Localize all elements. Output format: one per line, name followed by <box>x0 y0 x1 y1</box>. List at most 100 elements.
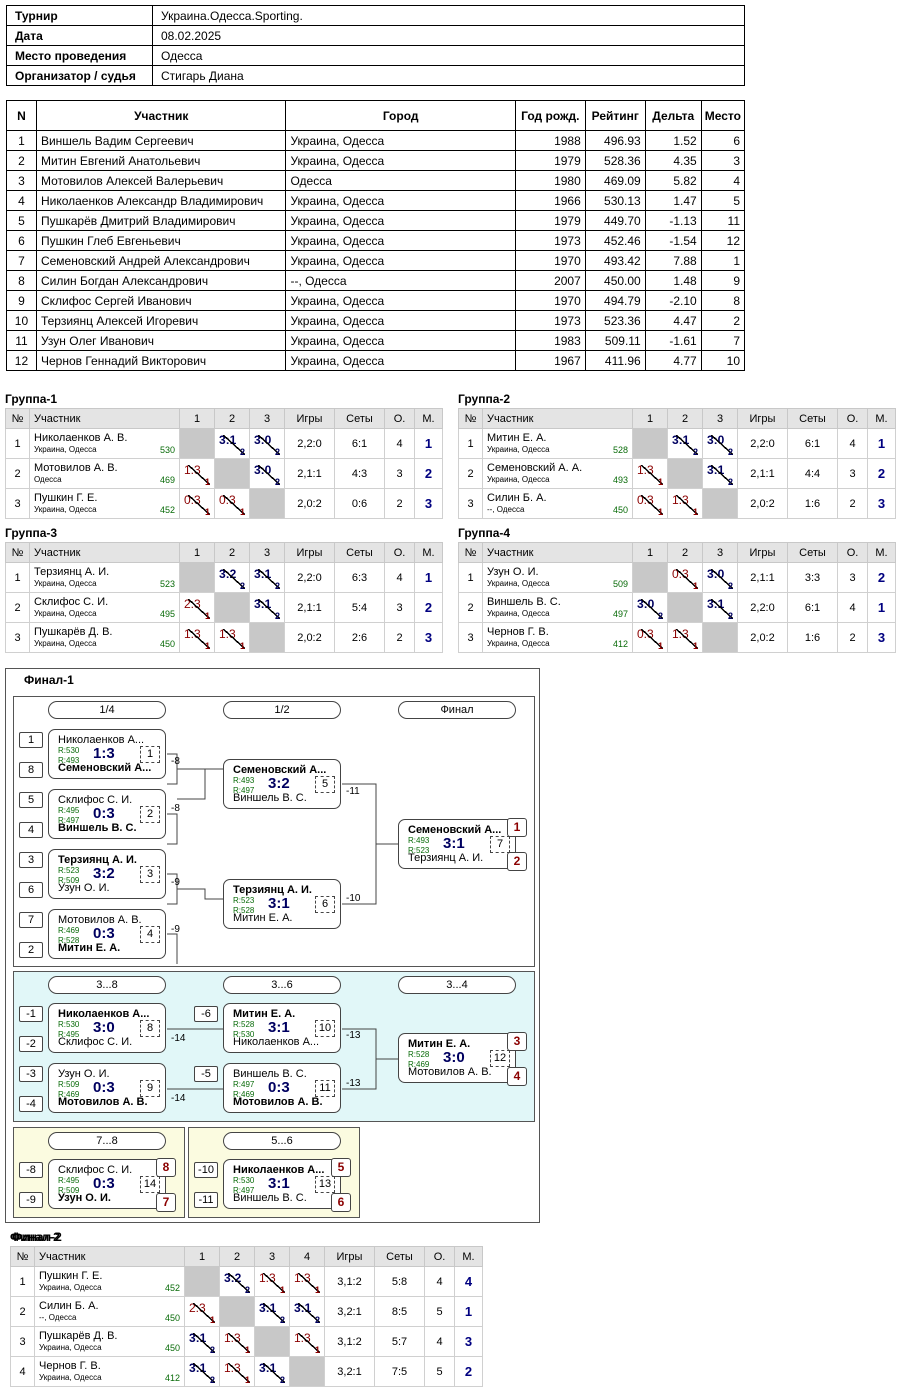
group-row: 3 Пушкин Г. Е.Украина, Одесса 452 0:310:31 2… <box>5 488 443 519</box>
match-bottom-player: Семеновский А... <box>58 762 152 774</box>
info-value: 08.02.2025 <box>152 25 745 46</box>
bracket-match[interactable]: Николаенков А... R:530 R:495 3:0 8 Склифос С.… <box>48 1003 166 1053</box>
participant-row: 12 Чернов Геннадий Викторович Украина, Оде… <box>6 350 746 371</box>
participant-name: Силин Богдан Александрович <box>35 270 287 291</box>
group-participant: Пушкарёв Д. В. Украина, Одесса 450 <box>29 622 180 653</box>
bracket-match[interactable]: Николаенков А... R:530 R:493 1:3 1 Семеновски… <box>48 729 166 779</box>
group-header-row: № Участник 1 2 3 Игры Сеты О. М. <box>5 542 443 563</box>
group-games: 2,2:0 <box>737 592 788 623</box>
bracket-match[interactable]: Семеновский А... R:493 R:497 3:2 5 Виншель В.… <box>223 759 341 809</box>
group-games: 2,0:2 <box>737 622 788 653</box>
match-bottom-player: Николаенков А... <box>233 1036 320 1048</box>
col-header-n: N <box>6 100 37 131</box>
bracket-match[interactable]: Склифос С. И. R:495 R:497 0:3 2 Виншель В. С. <box>48 789 166 839</box>
group-score-cell: 0:31 <box>632 622 668 653</box>
match-points: 1 <box>204 641 210 651</box>
participants-header-row: N Участник Город Год рожд. Рейтинг Дельт… <box>6 100 746 131</box>
group-participant-name: Пушкин Г. Е. <box>39 1269 103 1282</box>
group-col-header: Игры <box>284 542 335 563</box>
slash-divider <box>223 495 245 515</box>
place-value: 3 <box>464 1334 473 1349</box>
participant-row: 5 Пушкарёв Дмитрий Владимирович Украина, О… <box>6 210 746 231</box>
group-place: 3 <box>454 1326 483 1357</box>
group-participant-name: Николаенков А. В. <box>34 431 128 444</box>
match-result: 0:3 <box>93 1079 115 1096</box>
group-points: 4 <box>837 592 868 623</box>
match-number: 8 <box>140 1020 160 1037</box>
group-score-cell: 3:02 <box>702 562 738 593</box>
group-header-row: № Участник 1 2 3 Игры Сеты О. М. <box>5 408 443 429</box>
participant-name: Николаенков Александр Владимирович <box>35 190 287 211</box>
group-sets: 6:1 <box>334 428 385 459</box>
bracket-match[interactable]: Склифос С. И. R:495 R:509 0:3 14 Узун О. И. <box>48 1159 166 1209</box>
group-points: 4 <box>424 1326 455 1357</box>
row-number: 3 <box>6 170 37 191</box>
slash-divider <box>258 465 280 485</box>
match-points: 2 <box>279 1315 285 1325</box>
participant-row: 4 Николаенков Александр Владимирович Украи… <box>6 190 746 211</box>
match-number: 4 <box>140 926 160 943</box>
delta: -2.10 <box>644 290 702 311</box>
info-key: Дата <box>6 25 153 46</box>
rating: 509.11 <box>584 330 646 351</box>
bracket-match[interactable]: Митин Е. А. R:528 R:530 3:1 10 Николаенков А.… <box>223 1003 341 1053</box>
participant-city: Украина, Одесса <box>285 250 516 271</box>
group-row-number: 1 <box>458 562 483 593</box>
slash-divider <box>258 435 280 455</box>
bracket-match[interactable]: Терзиянц А. И. R:523 R:528 3:1 6 Митин Е. А. <box>223 879 341 929</box>
bracket-match[interactable]: Мотовилов А. В. R:469 R:528 0:3 4 Митин Е. А. <box>48 909 166 959</box>
group-place: 1 <box>867 592 896 623</box>
group-col-header: 2 <box>214 542 250 563</box>
bracket-match[interactable]: Виншель В. С. R:497 R:469 0:3 11 Мотовилов А.… <box>223 1063 341 1113</box>
match-top-player: Николаенков А... <box>233 1164 325 1176</box>
group-title: Финал-2 <box>10 1230 60 1244</box>
bracket-match[interactable]: Терзиянц А. И. R:523 R:509 3:2 3 Узун О. И. <box>48 849 166 899</box>
group-points: 2 <box>384 488 415 519</box>
group-score-cell: 3:12 <box>289 1296 325 1327</box>
group-self-cell <box>179 562 215 593</box>
group-points: 2 <box>837 488 868 519</box>
seed-slot: 4 <box>19 822 43 838</box>
bracket-match[interactable]: Узун О. И. R:509 R:469 0:3 9 Мотовилов А. В. <box>48 1063 166 1113</box>
delta: -1.13 <box>644 210 702 231</box>
match-number: 2 <box>140 806 160 823</box>
match-top-player: Склифос С. И. <box>58 794 133 806</box>
group-score-cell: 3:12 <box>184 1356 220 1387</box>
group-participant-city: Украина, Одесса 528 <box>487 444 628 456</box>
group-participant-rating: 452 <box>159 504 175 515</box>
group-table: № Участник 1 2 3 Игры Сеты О. М. 1 Митин Е. А. Укра… <box>458 408 896 519</box>
row-number: 8 <box>6 270 37 291</box>
match-number: 12 <box>490 1050 510 1067</box>
match-points: 2 <box>727 581 733 591</box>
delta: 4.35 <box>644 150 702 171</box>
group-col-header: Участник <box>34 1246 185 1267</box>
group-place: 3 <box>867 488 896 519</box>
bracket-match[interactable]: Митин Е. А. R:528 R:469 3:0 12 Мотовилов А. В… <box>398 1033 516 1083</box>
group-self-cell <box>214 592 250 623</box>
group-participant: Семеновский А. А. Украина, Одесса 493 <box>482 458 633 489</box>
group-row-number: 3 <box>458 622 483 653</box>
group-row: 1 Терзиянц А. И.Украина, Одесса 523 3:223:1… <box>5 562 443 593</box>
group-col-header: Игры <box>737 408 788 429</box>
group-row: 2 Виншель В. С.Украина, Одесса 497 3:02 3:12… <box>458 592 896 623</box>
place-value: 4 <box>464 1274 473 1289</box>
delta: 1.52 <box>644 130 702 151</box>
participant-row: 3 Мотовилов Алексей Валерьевич Одесса 1980 4… <box>6 170 746 191</box>
place-value: 1 <box>424 436 433 451</box>
rating: 469.09 <box>584 170 646 191</box>
match-points: 2 <box>727 447 733 457</box>
group-col-header: Игры <box>737 542 788 563</box>
slash-divider <box>258 599 280 619</box>
group-self-cell <box>214 458 250 489</box>
bracket-match[interactable]: Николаенков А... R:530 R:497 3:1 13 Виншель В… <box>223 1159 341 1209</box>
seed-slot: 1 <box>19 732 43 748</box>
group-games: 3,2:1 <box>324 1296 375 1327</box>
group-title: Группа-2 <box>458 392 511 406</box>
group-participant: Силин Б. А. --, Одесса 450 <box>34 1296 185 1327</box>
group-participant: Пушкин Г. Е. Украина, Одесса 452 <box>29 488 180 519</box>
bracket-match[interactable]: Семеновский А... R:493 R:523 3:1 7 Терзиянц А… <box>398 819 516 869</box>
final-1-bracket: Финал-1 1/4 1/2 Финал 3...8 3...6 3...4 7...8 5… <box>5 668 540 1223</box>
top-rating: R:469 <box>58 926 80 935</box>
info-value: Одесса <box>152 45 745 66</box>
group-participant-city: Украина, Одесса 450 <box>39 1342 180 1354</box>
